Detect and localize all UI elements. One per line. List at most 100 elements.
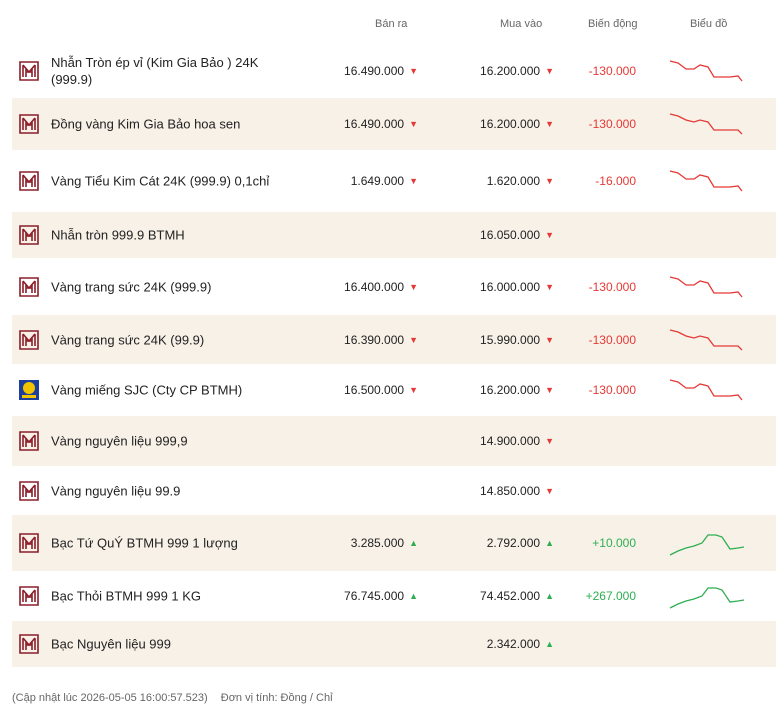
- price-rows: Nhẫn Tròn ép vỉ (Kim Gia Bảo ) 24K (999.…: [12, 44, 776, 667]
- sparkline-path: [669, 275, 743, 297]
- sparkline-path: [669, 379, 743, 401]
- buy-price: 14.900.000 ▼: [480, 434, 554, 448]
- sparkline-chart[interactable]: [668, 582, 748, 610]
- price-change: -130.000: [588, 64, 636, 78]
- buy-price-value: 16.050.000: [480, 228, 541, 242]
- product-name: Vàng Tiểu Kim Cát 24K (999.9) 0,1chỉ: [51, 173, 270, 189]
- buy-price-value: 1.620.000: [486, 174, 541, 188]
- sell-price: 16.400.000 ▼: [344, 280, 418, 294]
- sell-price-value: 16.400.000: [344, 279, 405, 294]
- sell-price: 1.649.000 ▼: [351, 174, 418, 188]
- sell-price-value: 16.490.000: [344, 64, 405, 78]
- buy-price: 14.850.000 ▼: [480, 484, 554, 498]
- header-chart: Biểu đồ: [690, 18, 728, 30]
- arrow-up-icon: ▲: [545, 538, 554, 548]
- arrow-down-icon: ▼: [409, 281, 418, 292]
- btmh-logo-icon: [18, 585, 40, 607]
- btmh-logo-icon: [18, 329, 40, 351]
- product-name: Vàng nguyên liệu 99.9: [51, 483, 181, 498]
- btmh-logo-icon: [18, 113, 40, 135]
- table-row[interactable]: Bạc Tứ QuÝ BTMH 999 1 lượng 3.285.000 ▲ 2.7…: [12, 515, 776, 571]
- sell-price-value: 76.745.000: [344, 589, 405, 603]
- sell-price: 3.285.000 ▲: [351, 536, 418, 550]
- buy-price-value: 16.000.000: [480, 279, 541, 294]
- buy-price-value: 16.200.000: [480, 383, 541, 397]
- table-row[interactable]: Vàng nguyên liệu 999,9 14.900.000 ▼: [12, 416, 776, 466]
- btmh-logo-icon: [18, 633, 40, 655]
- sell-price-value: 16.500.000: [344, 383, 405, 397]
- product-name: Vàng trang sức 24K (99.9): [51, 332, 205, 347]
- sparkline-chart[interactable]: [668, 326, 748, 354]
- product-name: Đồng vàng Kim Gia Bảo hoa sen: [51, 116, 241, 132]
- arrow-down-icon: ▼: [409, 66, 418, 76]
- price-change: -130.000: [588, 279, 636, 294]
- sell-price: 16.390.000 ▼: [344, 333, 418, 347]
- product-name: Nhẫn tròn 999.9 BTMH: [51, 227, 185, 243]
- table-row[interactable]: Nhẫn tròn 999.9 BTMH 16.050.000 ▼: [12, 212, 776, 258]
- table-row[interactable]: Vàng trang sức 24K (99.9) 16.390.000 ▼ 15.9…: [12, 315, 776, 364]
- arrow-up-icon: ▲: [409, 538, 418, 548]
- table-row[interactable]: Vàng Tiểu Kim Cát 24K (999.9) 0,1chỉ 1.64…: [12, 150, 776, 212]
- sell-price-value: 1.649.000: [350, 174, 405, 188]
- btmh-logo-icon: [18, 532, 40, 554]
- price-change: -16.000: [595, 174, 636, 188]
- arrow-down-icon: ▼: [545, 385, 554, 395]
- product-name: Bạc Thỏi BTMH 999 1 KG: [51, 588, 202, 604]
- product-name: Vàng trang sức 24K (999.9): [51, 279, 212, 294]
- arrow-down-icon: ▼: [545, 436, 554, 446]
- buy-price: 16.000.000 ▼: [480, 280, 554, 294]
- sparkline-chart[interactable]: [668, 110, 748, 138]
- buy-price-value: 14.850.000: [480, 483, 541, 498]
- arrow-down-icon: ▼: [409, 385, 418, 395]
- sparkline-chart[interactable]: [668, 167, 748, 195]
- table-row[interactable]: Vàng nguyên liệu 99.9 14.850.000 ▼: [12, 466, 776, 515]
- sjc-logo-icon: [18, 379, 40, 401]
- sell-price-value: 16.390.000: [344, 332, 405, 347]
- arrow-down-icon: ▼: [409, 176, 418, 186]
- sparkline-chart[interactable]: [668, 529, 748, 557]
- buy-price-value: 15.990.000: [480, 332, 541, 347]
- table-row[interactable]: Đồng vàng Kim Gia Bảo hoa sen 16.490.000 ▼…: [12, 98, 776, 150]
- arrow-down-icon: ▼: [545, 334, 554, 345]
- sell-price-value: 16.490.000: [344, 117, 405, 131]
- btmh-logo-icon: [18, 170, 40, 192]
- sparkline-chart[interactable]: [668, 273, 748, 301]
- sparkline-path: [669, 60, 743, 82]
- buy-price: 15.990.000 ▼: [480, 333, 554, 347]
- table-row[interactable]: Nhẫn Tròn ép vỉ (Kim Gia Bảo ) 24K (999.…: [12, 44, 776, 98]
- header-buy: Mua vào: [500, 18, 543, 30]
- sparkline-path: [669, 587, 745, 609]
- updated-time: (Cập nhật lúc 2026-05-05 16:00:57.523): [12, 692, 208, 704]
- arrow-down-icon: ▼: [409, 334, 418, 345]
- buy-price-value: 14.900.000: [480, 434, 541, 448]
- sparkline-path: [669, 113, 743, 135]
- sell-price: 16.490.000 ▼: [344, 64, 418, 78]
- buy-price: 74.452.000 ▲: [480, 589, 554, 603]
- sparkline-chart[interactable]: [668, 376, 748, 404]
- buy-price: 16.200.000 ▼: [480, 64, 554, 78]
- sell-price: 16.490.000 ▼: [344, 117, 418, 131]
- buy-price-value: 2.792.000: [486, 536, 541, 550]
- table-row[interactable]: Bạc Nguyên liệu 999 2.342.000 ▲: [12, 621, 776, 667]
- arrow-up-icon: ▲: [545, 639, 554, 649]
- table-row[interactable]: Bạc Thỏi BTMH 999 1 KG 76.745.000 ▲ 74.452.…: [12, 571, 776, 621]
- header-change: Biến động: [588, 18, 638, 30]
- buy-price: 16.050.000 ▼: [480, 228, 554, 242]
- buy-price-value: 74.452.000: [480, 589, 541, 603]
- sparkline-path: [669, 534, 745, 556]
- product-name: Vàng nguyên liệu 999,9: [51, 433, 188, 449]
- btmh-logo-icon: [18, 276, 40, 298]
- buy-price: 2.342.000 ▲: [487, 637, 554, 651]
- price-change: +267.000: [585, 589, 636, 603]
- buy-price: 2.792.000 ▲: [487, 536, 554, 550]
- buy-price: 16.200.000 ▼: [480, 383, 554, 397]
- table-row[interactable]: Vàng trang sức 24K (999.9) 16.400.000 ▼ 16.…: [12, 258, 776, 315]
- table-row[interactable]: Vàng miếng SJC (Cty CP BTMH) 16.500.000 ▼ 1…: [12, 364, 776, 416]
- btmh-logo-icon: [18, 480, 40, 502]
- sparkline-path: [669, 328, 743, 350]
- sparkline-chart[interactable]: [668, 57, 748, 85]
- product-name: Nhẫn Tròn ép vỉ (Kim Gia Bảo ) 24K (999.…: [51, 55, 259, 87]
- header-sell: Bán ra: [375, 18, 408, 30]
- price-change: -130.000: [588, 383, 636, 397]
